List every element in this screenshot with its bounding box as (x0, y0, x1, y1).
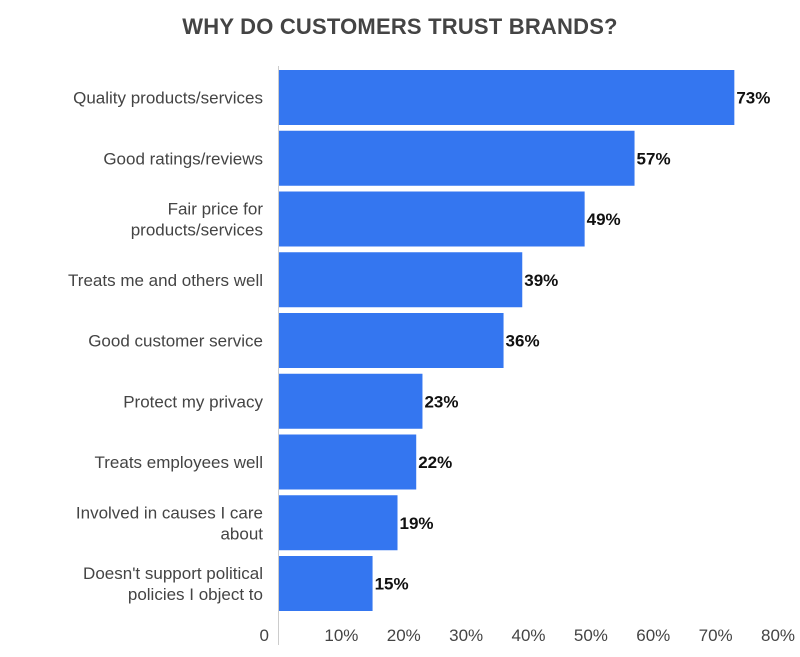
x-tick-label: 30% (449, 626, 483, 645)
x-tick-label: 0 (260, 626, 269, 645)
data-label: 49% (587, 210, 621, 229)
data-label: 15% (375, 575, 409, 594)
bar (279, 373, 423, 429)
data-label: 57% (637, 149, 671, 168)
bar (279, 70, 735, 125)
data-label: 22% (418, 453, 452, 472)
bar (279, 130, 635, 186)
category-label: Good customer service (88, 332, 263, 351)
data-label: 19% (400, 514, 434, 533)
category-label: Good ratings/reviews (103, 149, 263, 168)
data-label: 36% (506, 332, 540, 351)
data-label: 39% (524, 271, 558, 290)
x-tick-label: 50% (574, 626, 608, 645)
category-label: Treats employees well (95, 453, 264, 472)
x-tick-label: 60% (636, 626, 670, 645)
x-tick-label: 10% (324, 626, 358, 645)
bar (279, 556, 373, 611)
category-label: Fair price for products/services (131, 200, 264, 240)
x-tick-label: 80% (761, 626, 795, 645)
category-label: Doesn't support political policies I obje… (83, 564, 263, 604)
x-tick-label: 40% (511, 626, 545, 645)
category-label: Protect my privacy (123, 392, 263, 411)
chart-title: WHY DO CUSTOMERS TRUST BRANDS? (182, 14, 618, 39)
bar (279, 252, 523, 308)
bar (279, 191, 585, 247)
bar (279, 495, 398, 551)
bar (279, 313, 504, 368)
x-tick-label: 20% (387, 626, 421, 645)
x-tick-label: 70% (699, 626, 733, 645)
category-label: Quality products/services (73, 89, 263, 108)
category-label: Involved in causes I care about (76, 503, 263, 543)
category-label: Treats me and others well (68, 271, 263, 290)
bar (279, 434, 417, 490)
data-label: 23% (424, 392, 458, 411)
data-label: 73% (736, 89, 770, 108)
